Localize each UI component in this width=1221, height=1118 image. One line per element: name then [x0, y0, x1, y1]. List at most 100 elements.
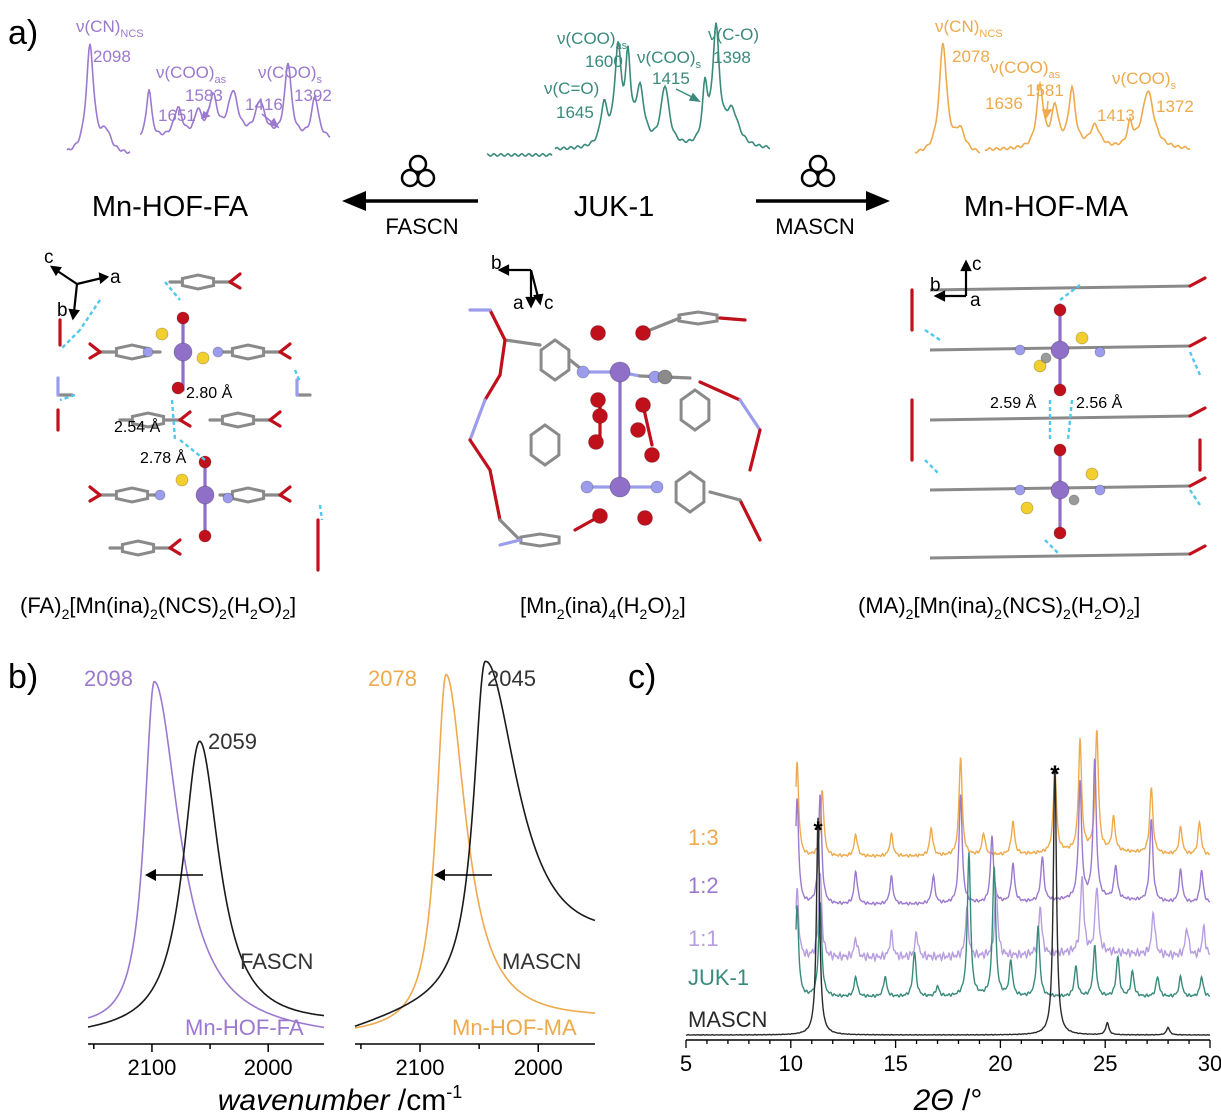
x-tick-label-c: 5: [680, 1051, 692, 1076]
fa-arrows: [200, 105, 280, 129]
ligand-backbone: [929, 284, 1191, 292]
panel-label-b: b): [8, 658, 38, 696]
fa-cooas-sub: as: [215, 74, 227, 86]
distance-labels: 2.80 Å 2.54 Å 2.78 Å 2.59 Å 2.56 Å: [114, 383, 1123, 467]
x-tick-label-left: 2100: [127, 1055, 176, 1080]
right-reaction-arrow: [756, 191, 890, 211]
fascn-curve: [87, 740, 325, 1028]
formula-subscript: 2: [1063, 606, 1071, 622]
s-atom: [1020, 501, 1034, 515]
formula-subscript: 2: [672, 606, 680, 622]
x-tick-label-c: 20: [988, 1051, 1012, 1076]
fa-coos-value-2: 1392: [294, 86, 332, 105]
x-tick-label-c: 30: [1198, 1051, 1221, 1076]
bond: [468, 398, 487, 442]
bond: [278, 342, 292, 354]
fa-coos-label: ν(COO): [258, 63, 317, 82]
bond: [1188, 476, 1207, 488]
n-atom: [142, 346, 154, 358]
left-compound-name: Mn-HOF-FA: [92, 191, 249, 223]
bond: [178, 410, 192, 422]
ma-structure: [910, 276, 1207, 560]
center-compound-name: JUK-1: [574, 191, 655, 223]
bond: [168, 546, 182, 556]
pyridine-ring: [220, 411, 256, 429]
bond: [708, 490, 742, 502]
bond: [88, 493, 102, 503]
panel-b-ir-cn-region: 2100 2000 2100 2000 2098 2059 FASCN Mn-HOF-FA 20…: [84, 660, 596, 1117]
mn-atom: [1050, 480, 1070, 500]
formula-part: (ina): [564, 593, 608, 618]
formula-part: (H: [1071, 593, 1094, 618]
n-atom: [1094, 346, 1106, 358]
fa-cn-label: ν(CN): [76, 17, 120, 36]
o-atom: [171, 381, 185, 395]
pyridine-ring: [679, 388, 711, 432]
bond: [278, 485, 292, 497]
fa-cn-sub: NCS: [120, 28, 143, 40]
pyridine-ring: [180, 273, 216, 291]
fa-structure: [56, 272, 324, 572]
peak-label-2078: 2078: [368, 666, 417, 691]
right-compound-name: Mn-HOF-MA: [964, 191, 1129, 223]
mn-atom: [1050, 340, 1070, 360]
formula-fa: (FA)2[Mn(ina)2(NCS)2(H2O)2]: [20, 593, 296, 622]
mn-atom: [609, 361, 631, 383]
x-label-unit: /cm: [390, 1084, 447, 1117]
juk-coos-label: ν(COO): [637, 48, 696, 67]
mascn-curve: [354, 660, 596, 1027]
bond: [468, 438, 492, 472]
fa-cn-trace: [66, 43, 131, 155]
hydrogen-bond: [318, 504, 324, 521]
juk-co-label: ν(C=O): [544, 79, 599, 98]
legend-mn-hof-ma: Mn-HOF-MA: [452, 1015, 577, 1040]
ma-spectrum-labels: ν(CN)NCS 2078 ν(COO)as 1581 1636 ν(COO)s…: [935, 17, 1194, 125]
panel-b-x-label: wavenumber /cm-1: [218, 1082, 462, 1117]
formula-subscript: 2: [557, 606, 565, 622]
x-tick-label-left: 2000: [244, 1055, 293, 1080]
c-atom: [1068, 494, 1080, 506]
pyridine-ring: [674, 470, 706, 514]
n-atom: [650, 480, 664, 494]
pxrd-trace-MASCN: [685, 765, 1211, 1036]
formula-part: [Mn(ina): [913, 593, 994, 618]
juk-coos-sub: s: [696, 59, 702, 71]
bond: [1188, 544, 1207, 556]
bond: [88, 485, 102, 497]
ball-mill-icon-right: [800, 154, 836, 188]
fa-axis-triad: [49, 265, 110, 321]
juk-cooas-label: ν(COO): [557, 29, 616, 48]
left-reaction-arrow: [342, 191, 478, 211]
formula-part: (H: [227, 593, 250, 618]
ma-axis-c: c: [972, 254, 982, 275]
n-atom: [222, 492, 234, 504]
fa-axis-b: b: [57, 300, 68, 321]
s-atom: [155, 327, 169, 341]
pxrd-label-1:2: 1:2: [688, 873, 719, 898]
n-atom: [1094, 484, 1106, 496]
ma-axis-a: a: [970, 290, 981, 311]
o-atom: [1053, 443, 1067, 457]
hydrogen-bond: [924, 459, 941, 476]
formula-part: (NCS): [158, 593, 219, 618]
bond: [738, 398, 762, 432]
formula-subscript: 2: [150, 606, 158, 622]
mn-hof-fa-curve: [87, 680, 325, 1029]
c-atom: [657, 369, 673, 385]
impurity-star: *: [1050, 761, 1060, 788]
ma-coos-label: ν(COO): [1112, 69, 1171, 88]
fa-axis-labels: c a b: [44, 247, 121, 321]
s-atom: [175, 473, 189, 487]
formula-subscript: 2: [1126, 606, 1134, 622]
formula-subscript: 2: [906, 606, 914, 622]
juk-arrow: [675, 88, 701, 102]
formula-subscript: 2: [219, 606, 227, 622]
panel-c-pxrd: 5 10 15 20 25 30 1:3 1:2 1:1 JUK-1 MASCN * * 2Θ /°: [680, 730, 1221, 1117]
pxrd-label-1:3: 1:3: [688, 825, 719, 850]
o-atom: [1053, 383, 1067, 397]
ma-1636-value: 1636: [985, 94, 1023, 113]
x-tick-label-c: 25: [1093, 1051, 1117, 1076]
bond: [88, 350, 102, 360]
formula-subscript: 2: [250, 606, 258, 622]
pxrd-trace-1:3: [795, 730, 1211, 859]
